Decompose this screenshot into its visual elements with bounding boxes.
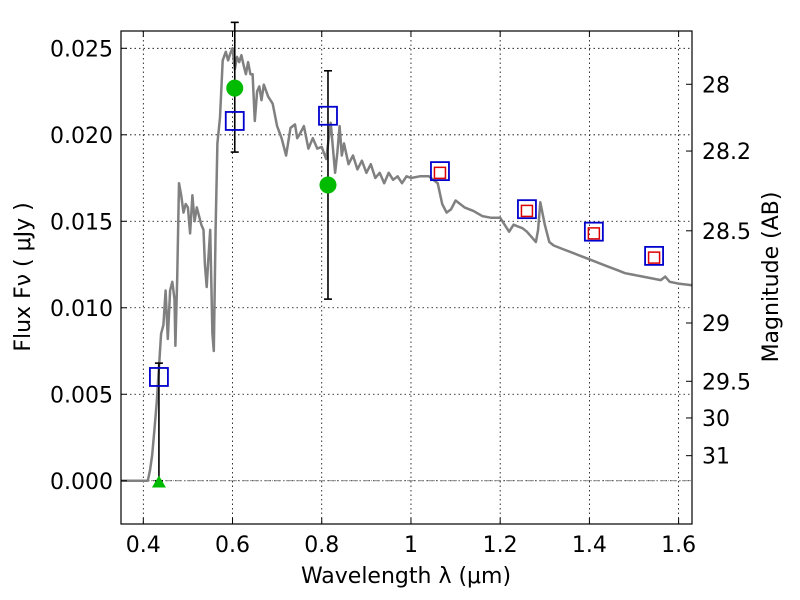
y2-tick-label: 31	[702, 445, 730, 470]
y-tick-label: 0.005	[50, 383, 113, 408]
photometry-point-circle	[226, 79, 244, 97]
y-tick-label: 0.015	[50, 210, 113, 235]
y2-tick-label: 28.2	[702, 140, 751, 165]
x-tick-label: 1	[404, 533, 418, 558]
y-tick-label: 0.000	[50, 470, 113, 495]
model-flux-square	[318, 105, 338, 126]
sed-model-line	[121, 47, 693, 483]
model-flux-square	[583, 221, 604, 242]
observed-flux-square	[647, 251, 661, 264]
plot-area	[121, 21, 693, 488]
model-flux-square	[224, 111, 245, 131]
x-tick-label: 0.6	[215, 533, 250, 558]
model-flux-square	[644, 245, 664, 266]
x-axis-label: Wavelength λ (μm)	[301, 564, 511, 589]
y2-tick-label: 30	[702, 407, 730, 432]
y2-tick-label: 29.5	[702, 370, 751, 395]
x-tick-label: 0.4	[126, 533, 161, 558]
model-flux-square	[430, 161, 450, 182]
observed-flux-square	[587, 227, 601, 240]
y2-axis-label: Magnitude (AB)	[759, 192, 784, 363]
x-tick-label: 1.2	[483, 533, 518, 558]
axes-frame	[120, 30, 693, 525]
y2-tick-label: 28	[702, 73, 730, 98]
y-tick-label: 0.010	[50, 297, 113, 322]
x-tick-label: 1.6	[661, 533, 696, 558]
y2-tick-label: 29	[702, 312, 730, 337]
y-axis-label: Flux Fν ( μJy )	[11, 202, 36, 351]
axis-ticks: 0.4 0.6 0.8 1 1.2 1.4 1.6 0.000 0.005 0.010 0.015 0…	[50, 31, 751, 558]
photometry-point-circle	[319, 176, 337, 194]
x-tick-label: 0.8	[304, 533, 339, 558]
y-tick-label: 0.025	[50, 37, 113, 62]
model-flux-square	[517, 199, 537, 220]
x-tick-label: 1.4	[572, 533, 607, 558]
upper-limit-triangle	[151, 475, 166, 488]
y2-tick-label: 28.5	[702, 220, 751, 245]
model-flux-square	[149, 367, 169, 387]
y-tick-label: 0.020	[50, 124, 113, 149]
observed-flux-square	[433, 166, 447, 180]
observed-flux-square	[520, 204, 534, 218]
